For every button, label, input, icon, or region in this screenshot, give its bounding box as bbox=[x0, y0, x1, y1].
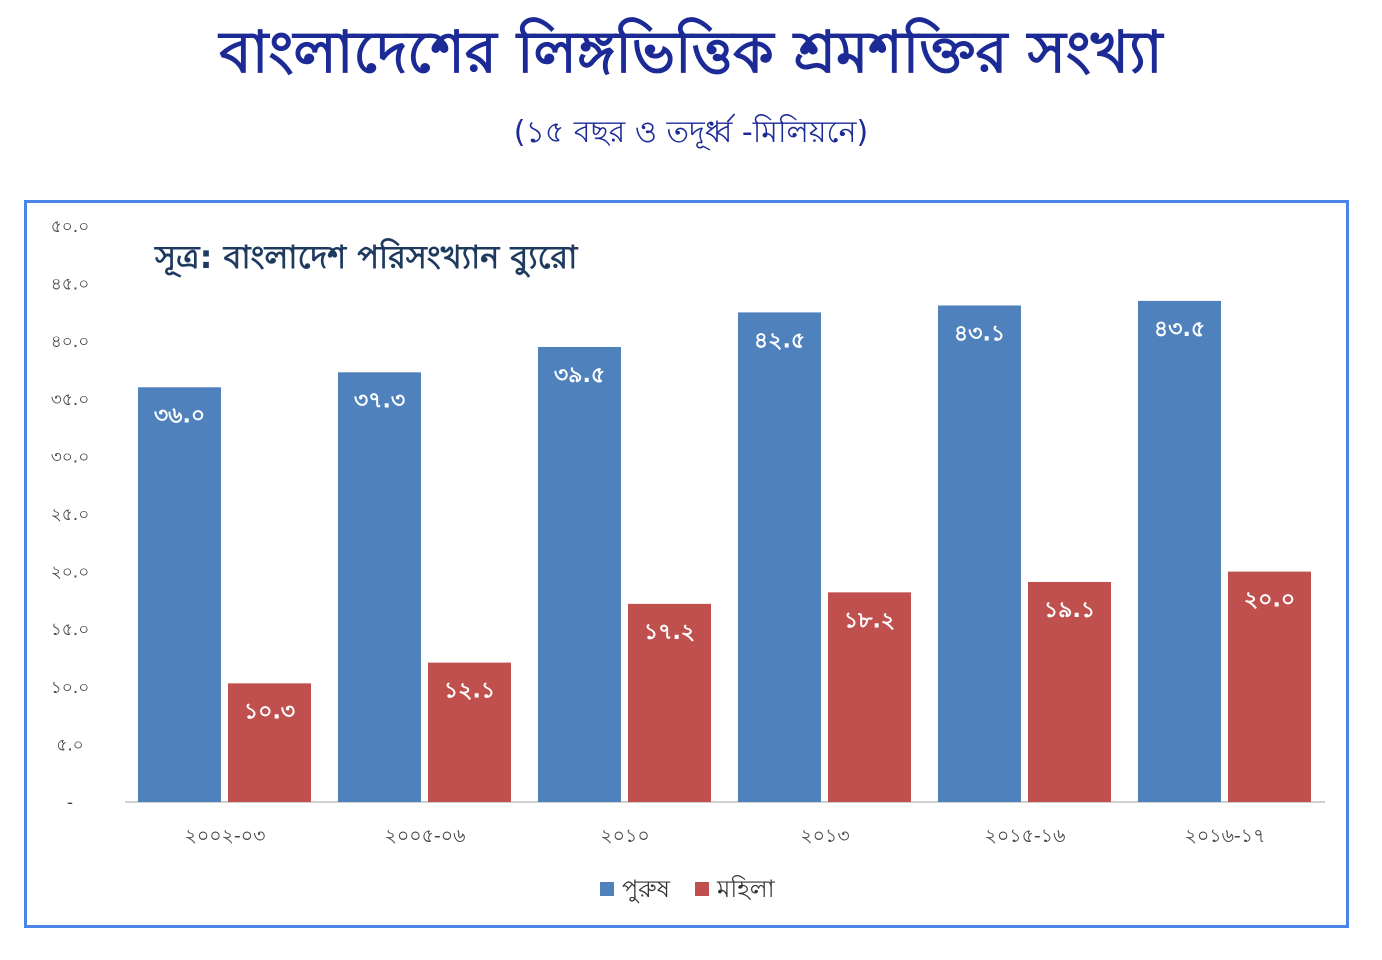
x-tick-label: ২০০৫-০৬ bbox=[385, 825, 466, 847]
y-tick-label: ৫০.০ bbox=[51, 217, 90, 237]
y-tick-label: ১০.০ bbox=[51, 678, 90, 698]
data-label: ১২.১ bbox=[444, 679, 495, 704]
y-tick-label: ১৫.০ bbox=[51, 620, 90, 640]
legend-label: পুরুষ bbox=[622, 875, 671, 903]
data-label: ২০.০ bbox=[1244, 588, 1295, 613]
data-label: ৪৩.১ bbox=[954, 321, 1005, 346]
y-tick-label: ৩০.০ bbox=[51, 447, 90, 467]
y-tick-label: ৪০.০ bbox=[51, 332, 90, 352]
y-tick-label: ৫.০ bbox=[56, 735, 84, 755]
legend-swatch bbox=[600, 882, 614, 896]
x-tick-label: ২০০২-০৩ bbox=[185, 825, 266, 847]
legend-label: মহিলা bbox=[716, 875, 776, 903]
chart-subtitle: (১৫ বছর ও তদূর্ধ্ব -মিলিয়নে) bbox=[513, 115, 869, 150]
data-label: ৩৯.৫ bbox=[554, 363, 605, 388]
source-note: সূত্র: বাংলাদেশ পরিসংখ্যান ব্যুরো bbox=[154, 237, 579, 278]
bar-male bbox=[938, 305, 1021, 802]
bar-male bbox=[738, 312, 821, 802]
y-tick-label: ৪৫.০ bbox=[51, 275, 90, 295]
data-label: ১৮.২ bbox=[844, 608, 895, 633]
y-tick-label: ২০.০ bbox=[51, 563, 90, 583]
legend-swatch bbox=[695, 882, 709, 896]
data-label: ১৯.১ bbox=[1044, 598, 1095, 623]
data-label: ৪২.৫ bbox=[754, 328, 805, 353]
x-tick-label: ২০১০ bbox=[600, 825, 649, 847]
bar-female bbox=[228, 683, 311, 802]
data-label: ৪৩.৫ bbox=[1154, 317, 1205, 342]
x-tick-label: ২০১৬-১৭ bbox=[1185, 825, 1266, 847]
bar-male bbox=[338, 372, 421, 802]
data-label: ৩৬.০ bbox=[154, 403, 205, 428]
bar-male bbox=[1138, 300, 1221, 802]
chart-frame bbox=[24, 200, 1349, 928]
bar-female bbox=[828, 592, 911, 802]
data-label: ১৭.২ bbox=[644, 620, 695, 645]
x-tick-label: ২০১৫-১৬ bbox=[985, 825, 1066, 847]
data-label: ৩৭.৩ bbox=[354, 388, 405, 413]
y-tick-label: ৩৫.০ bbox=[51, 390, 90, 410]
x-tick-label: ২০১৩ bbox=[800, 825, 849, 847]
y-tick-label: ২৫.০ bbox=[51, 505, 90, 525]
bar-male bbox=[138, 387, 221, 802]
chart-title: বাংলাদেশের লিঙ্গভিত্তিক শ্রমশক্তির সংখ্য… bbox=[219, 18, 1163, 86]
bar-female bbox=[428, 662, 511, 802]
data-label: ১০.৩ bbox=[244, 699, 295, 724]
bar-female bbox=[1228, 571, 1311, 802]
bar-female bbox=[1028, 581, 1111, 802]
bar-male bbox=[538, 346, 621, 802]
bar-female bbox=[628, 603, 711, 802]
y-tick-label: - bbox=[67, 793, 73, 813]
